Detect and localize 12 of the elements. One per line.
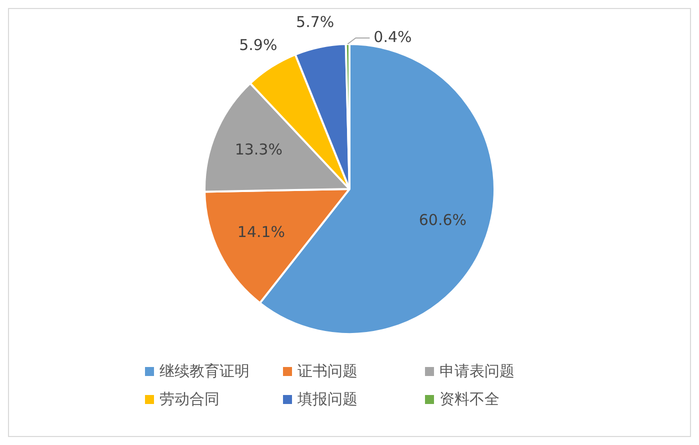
legend-label: 资料不全 [440,390,500,408]
legend-label: 填报问题 [298,390,358,408]
data-label: 5.7% [296,12,334,31]
data-label: 14.1% [237,222,286,241]
data-label: 5.9% [239,36,278,54]
data-label: 60.6% [418,211,467,230]
legend-label: 证书问题 [298,362,358,380]
data-label: 13.3% [234,140,282,159]
legend-label: 继续教育证明 [160,362,250,380]
data-label: 0.4% [374,28,412,46]
legend-label: 劳动合同 [160,390,220,408]
legend-label: 申请表问题 [440,362,514,380]
